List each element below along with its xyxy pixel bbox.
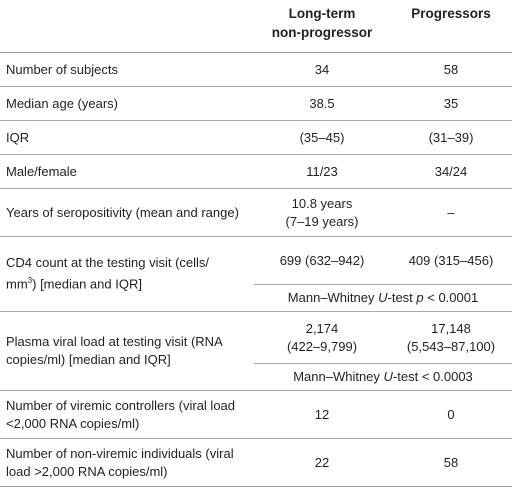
- test-text-a: Mann–Whitney: [293, 369, 384, 384]
- row-label-line2: load >2,000 RNA copies/ml): [6, 463, 168, 479]
- row-label-line1: Number of non-viremic individuals (viral: [6, 445, 234, 461]
- row-label-line2: <2,000 RNA copies/ml): [6, 415, 140, 431]
- row-label: Years of seropositivity (mean and range): [0, 188, 254, 237]
- cell-statistical-test: Mann–Whitney U-test p < 0.0001: [254, 284, 512, 312]
- cell-progressors: 17,148 (5,543–87,100): [390, 311, 512, 364]
- row-label-line1: CD4 count at the testing visit (cells/: [6, 255, 210, 271]
- cell-progressors: (31–39): [390, 120, 512, 155]
- cell-progressors: –: [390, 188, 512, 237]
- cell-progressors-line2: (5,543–87,100): [406, 338, 496, 354]
- row-label: IQR: [0, 120, 254, 155]
- superscript-3: 3: [27, 276, 33, 286]
- cell-statistical-test: Mann–Whitney U-test < 0.0003: [254, 363, 512, 391]
- cell-ltnp-line1: 2,174: [305, 320, 339, 336]
- cell-progressors: 35: [390, 86, 512, 121]
- cell-progressors: 58: [390, 438, 512, 487]
- row-label-line2b: ) [median and IQR]: [32, 276, 142, 292]
- table-row-seropositivity: Years of seropositivity (mean and range)…: [0, 188, 512, 237]
- header-row: Long-term non-progressor Progressors: [0, 0, 512, 53]
- cell-ltnp-line2: (7–19 years): [285, 213, 359, 229]
- header-ltnp: Long-term non-progressor: [254, 0, 390, 53]
- row-label: Number of viremic controllers (viral loa…: [0, 390, 254, 439]
- test-text-b: -test < 0.0003: [392, 369, 473, 384]
- cell-ltnp: 38.5: [254, 86, 390, 121]
- cell-progressors: 409 (315–456): [390, 236, 512, 285]
- cell-ltnp: 699 (632–942): [254, 236, 390, 285]
- header-progressors-label: Progressors: [411, 6, 491, 21]
- row-label: Male/female: [0, 154, 254, 189]
- row-label-line2: copies/ml) [median and IQR]: [6, 352, 171, 367]
- test-u-italic: U: [383, 369, 393, 384]
- table-row-viremic-controllers: Number of viremic controllers (viral loa…: [0, 390, 512, 439]
- table-row-sex: Male/female 11/23 34/24: [0, 154, 512, 189]
- table-row-non-viremic: Number of non-viremic individuals (viral…: [0, 438, 512, 487]
- row-label: CD4 count at the testing visit (cells/ m…: [0, 236, 254, 312]
- test-u-italic: U: [378, 290, 388, 305]
- table-row-subjects: Number of subjects 34 58: [0, 52, 512, 87]
- test-p-italic: p: [416, 290, 424, 305]
- test-text-c: < 0.0001: [423, 290, 479, 305]
- table-row-cd4-test: Mann–Whitney U-test p < 0.0001: [0, 284, 512, 312]
- cell-ltnp-line2: (422–9,799): [286, 338, 358, 354]
- header-progressors: Progressors: [390, 0, 512, 53]
- header-ltnp-line2: non-progressor: [271, 25, 373, 40]
- table-row-iqr: IQR (35–45) (31–39): [0, 120, 512, 155]
- cell-ltnp: 22: [254, 438, 390, 487]
- cell-progressors: 34/24: [390, 154, 512, 189]
- table-row-plasma: Plasma viral load at testing visit (RNA …: [0, 311, 512, 391]
- test-text-a: Mann–Whitney: [287, 290, 379, 305]
- header-empty-cell: [0, 0, 254, 53]
- table-row-cd4: CD4 count at the testing visit (cells/ m…: [0, 236, 512, 312]
- row-label-line1: Number of viremic controllers (viral loa…: [6, 397, 236, 413]
- row-label: Number of non-viremic individuals (viral…: [0, 438, 254, 487]
- cell-ltnp: 34: [254, 52, 390, 87]
- cell-ltnp: 10.8 years (7–19 years): [254, 188, 390, 237]
- table-row-plasma-test: Mann–Whitney U-test < 0.0003: [0, 363, 512, 391]
- table-row-median-age: Median age (years) 38.5 35: [0, 86, 512, 121]
- row-label: Number of subjects: [0, 52, 254, 87]
- cell-ltnp-line1: 10.8 years: [291, 195, 353, 211]
- row-label-line2a: mm: [6, 276, 28, 292]
- row-label: Plasma viral load at testing visit (RNA …: [0, 311, 254, 391]
- test-text-b: -test: [387, 290, 417, 305]
- row-label-line1: Plasma viral load at testing visit (RNA: [6, 334, 223, 349]
- cell-progressors: 0: [390, 390, 512, 439]
- cell-ltnp: 11/23: [254, 154, 390, 189]
- cell-ltnp: 12: [254, 390, 390, 439]
- header-ltnp-line1: Long-term: [288, 6, 356, 21]
- cell-ltnp: (35–45): [254, 120, 390, 155]
- cell-ltnp: 2,174 (422–9,799): [254, 311, 390, 364]
- cell-progressors: 58: [390, 52, 512, 87]
- cell-progressors-line1: 17,148: [431, 320, 471, 336]
- row-label: Median age (years): [0, 86, 254, 121]
